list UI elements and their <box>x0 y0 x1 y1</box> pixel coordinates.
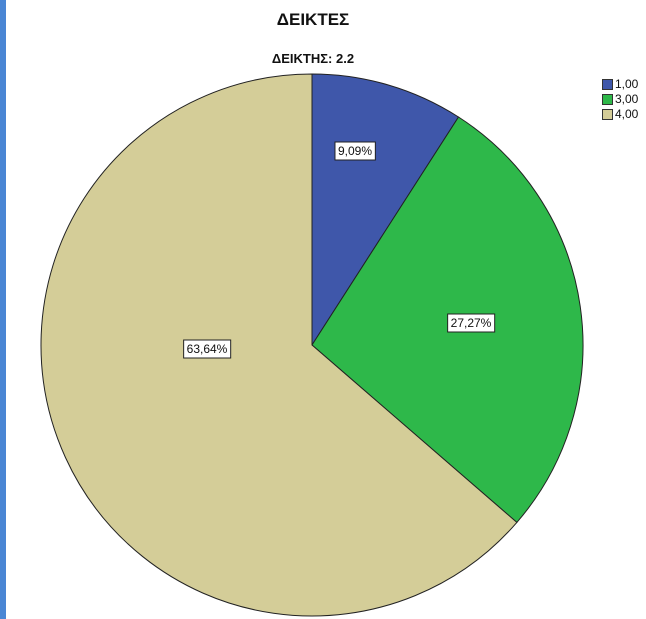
legend-label-4: 4,00 <box>615 107 639 121</box>
legend-label-3: 3,00 <box>615 92 639 106</box>
chart-title: ΔΕΙΚΤΕΣ <box>276 10 350 29</box>
legend-swatch-3 <box>602 93 613 105</box>
slice-data-label-3: 63,64% <box>183 339 232 359</box>
chart-legend: 1,00 3,00 4,00 <box>602 77 638 122</box>
slice-data-label-1: 9,09% <box>334 141 376 161</box>
pie-slice-3 <box>40 73 518 617</box>
legend-swatch-4 <box>602 108 613 120</box>
slice-label-box-3 <box>183 339 232 359</box>
slice-label-box-1 <box>334 141 376 161</box>
slice-label-text-2: 27,27% <box>451 316 492 330</box>
legend-label-1: 1,00 <box>615 77 639 91</box>
left-edge-strip <box>0 0 6 619</box>
legend-swatch-1 <box>602 78 613 90</box>
slice-data-label-2: 27,27% <box>447 313 496 333</box>
chart-subtitle: ΔΕΙΚΤΗΣ: 2.2 <box>271 51 355 66</box>
legend-item-4: 4,00 <box>602 107 638 121</box>
slice-label-text-3: 63,64% <box>187 342 228 356</box>
slice-label-text-1: 9,09% <box>338 144 372 158</box>
legend-item-3: 3,00 <box>602 92 638 106</box>
legend-item-1: 1,00 <box>602 77 638 91</box>
slice-label-box-2 <box>447 313 496 333</box>
